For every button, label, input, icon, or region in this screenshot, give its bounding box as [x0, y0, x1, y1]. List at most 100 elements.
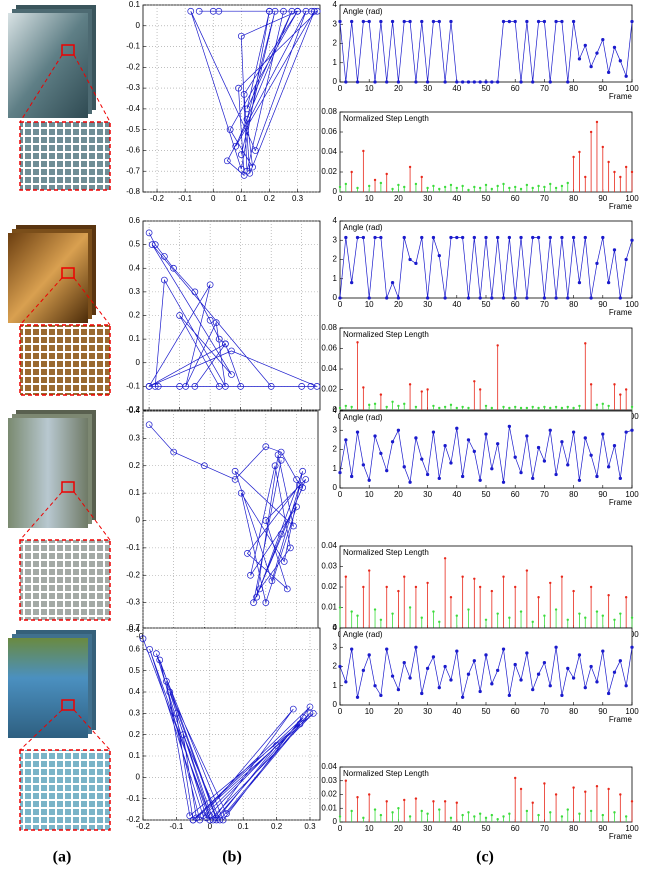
stem-head	[350, 809, 353, 813]
x-tick-label: 40	[452, 194, 461, 203]
data-point	[618, 296, 622, 300]
data-point	[496, 80, 500, 84]
x-tick-label: 30	[423, 707, 432, 716]
x-tick-label: 90	[598, 300, 607, 309]
stem-head	[356, 614, 359, 617]
data-point	[244, 549, 251, 557]
data-point	[309, 709, 317, 717]
x-tick-label: 0	[338, 84, 343, 93]
data-point	[153, 650, 160, 657]
data-point	[139, 635, 147, 643]
y-tick-label: 0.4	[129, 406, 141, 415]
y-tick-label: -0.6	[126, 146, 140, 155]
y-tick-label: 0.1	[129, 334, 141, 343]
stem-head	[373, 808, 377, 811]
data-point	[311, 7, 318, 15]
stem-head	[426, 388, 429, 391]
data-point	[589, 296, 593, 300]
stem-head	[397, 807, 400, 810]
stem-head	[630, 616, 634, 619]
data-point	[536, 235, 541, 240]
x-tick-label: 60	[511, 707, 520, 716]
stem-head	[589, 809, 593, 813]
data-point	[460, 80, 465, 84]
y-tick-label: 3	[333, 642, 338, 651]
data-point	[420, 235, 424, 240]
data-point	[542, 296, 547, 300]
stem-head	[455, 614, 458, 617]
stem-head	[502, 815, 505, 818]
x-tick-label: 80	[569, 824, 578, 833]
data-point	[443, 296, 447, 300]
data-point	[571, 235, 576, 240]
data-point	[196, 816, 204, 824]
chart-stem: 0 10 20 30 40 50 60 70 80 90 100 0 0.02 0.04 0.06 0.08 N…	[321, 107, 639, 211]
data-point	[496, 668, 500, 672]
x-tick-label: 10	[365, 84, 374, 93]
chart-title: Normalized Step Length	[343, 114, 429, 123]
data-point	[262, 599, 270, 606]
data-point	[560, 440, 564, 444]
stem-head	[449, 596, 453, 599]
data-point	[355, 695, 360, 699]
data-point	[566, 80, 570, 84]
data-point	[601, 38, 605, 42]
x-tick-label: 0	[211, 194, 216, 203]
data-point	[390, 440, 395, 444]
stem-head	[414, 797, 418, 800]
image-stack	[8, 5, 111, 191]
data-point	[231, 467, 239, 475]
stem-head	[531, 620, 534, 624]
data-point	[361, 463, 366, 467]
data-point	[288, 7, 296, 15]
data-point	[612, 670, 617, 674]
data-point	[414, 80, 418, 84]
x-tick-label: 0	[208, 822, 213, 831]
data-point	[231, 476, 239, 483]
data-point	[484, 235, 488, 240]
stem-head	[467, 811, 470, 814]
data-point	[606, 280, 611, 285]
chart-line: 0 10 20 30 40 50 60 70 80 90 100 0 1 2 3 4 Angle (rad) Fr…	[333, 0, 640, 101]
stem-head	[514, 585, 517, 589]
stem-head	[391, 400, 394, 403]
stem-head	[391, 187, 394, 191]
data-point	[583, 436, 587, 440]
chart-title: Angle (rad)	[343, 413, 383, 422]
stem-head	[478, 186, 482, 190]
panel-label: (c)	[476, 849, 494, 866]
x-tick-label: 0.3	[304, 822, 316, 831]
data-point	[566, 666, 570, 671]
x-tick-label: 10	[365, 824, 374, 833]
data-point	[148, 241, 156, 248]
data-point	[460, 695, 465, 699]
data-point	[216, 816, 224, 824]
stem-head	[473, 577, 476, 580]
y-tick-label: -0.3	[126, 83, 140, 92]
data-point	[186, 812, 194, 820]
data-point	[402, 19, 406, 24]
data-point	[373, 684, 377, 688]
data-point	[379, 19, 383, 24]
data-point	[355, 80, 360, 84]
data-point	[583, 235, 587, 240]
stem-head	[624, 165, 628, 169]
data-point	[226, 126, 234, 134]
data-point	[571, 19, 576, 24]
data-point	[425, 472, 430, 477]
x-tick-label: 10	[365, 707, 374, 716]
data-point	[237, 32, 245, 40]
y-tick-label: -0.3	[126, 598, 140, 607]
data-point	[554, 296, 558, 300]
stem-head	[344, 182, 348, 186]
data-point	[560, 235, 564, 240]
y-tick-label: 0.6	[129, 216, 141, 225]
data-point	[232, 142, 240, 150]
x-tick-label: 70	[540, 707, 549, 716]
data-point	[560, 693, 564, 698]
chart-title: Angle (rad)	[343, 630, 383, 639]
data-point	[379, 451, 383, 456]
y-tick-label: 0.04	[321, 762, 337, 771]
chart-title: Normalized Step Length	[343, 769, 429, 778]
data-point	[191, 383, 199, 390]
